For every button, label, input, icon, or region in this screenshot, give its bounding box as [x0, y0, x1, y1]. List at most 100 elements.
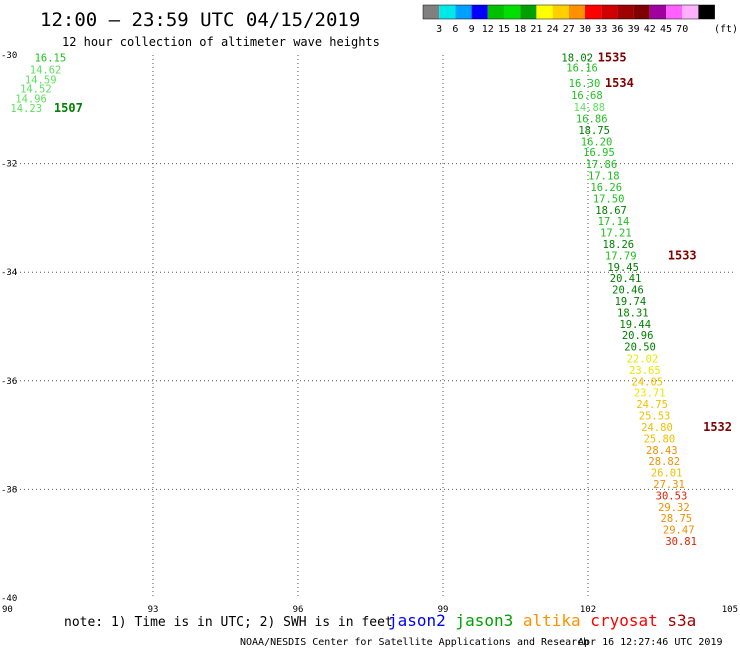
wave-height-value: 17.14 [598, 216, 630, 228]
colorbar-label: 24 [547, 24, 559, 35]
time-labels: 1507 1535 1534 1533 1532 [54, 51, 732, 434]
x-tick-label: 102 [580, 605, 596, 615]
wave-height-value: 17.21 [600, 228, 632, 240]
x-tick-label: 90 [2, 605, 13, 615]
wave-height-value: 20.41 [610, 273, 642, 285]
wave-height-value: 14.52 [20, 84, 52, 96]
x-tick-labels: 90 93 96 99 102 105 [2, 605, 738, 615]
wave-height-value: 16.26 [590, 182, 622, 194]
colorbar-label: 30 [579, 24, 591, 35]
wave-height-value: 24.05 [632, 376, 664, 388]
y-tick-label: -38 [1, 485, 17, 495]
colorbar-swatch [649, 5, 666, 19]
wave-height-value: 25.80 [644, 433, 676, 445]
colorbar-label: 12 [482, 24, 494, 35]
wave-height-value: 17.18 [588, 171, 620, 183]
colorbar-label: 70 [676, 24, 688, 35]
colorbar-label: 45 [660, 24, 672, 35]
wave-height-value: 24.75 [636, 399, 668, 411]
wave-height-value: 16.15 [35, 53, 67, 65]
y-tick-label: -40 [1, 594, 17, 604]
wave-height-value: 23.71 [634, 388, 666, 400]
wave-height-value: 28.75 [661, 513, 693, 525]
x-tick-label: 99 [438, 605, 449, 615]
pass-time-label: 1507 [54, 101, 83, 115]
grid [8, 55, 733, 598]
wave-height-value: 16.86 [576, 114, 608, 126]
wave-height-value: 18.02 [561, 53, 593, 65]
colorbar-swatch [666, 5, 683, 19]
satellite-jason3: jason3 [446, 611, 513, 630]
y-tick-label: -34 [1, 268, 17, 278]
pass-time-label: 1535 [598, 51, 627, 65]
wave-height-value: 20.46 [612, 285, 644, 297]
wave-height-value: 17.50 [593, 193, 625, 205]
wave-height-value: 16.68 [571, 90, 603, 102]
y-tick-label: -36 [1, 377, 17, 387]
chart-subtitle: 12 hour collection of altimeter wave hei… [62, 35, 380, 49]
wave-height-value: 29.32 [658, 502, 690, 514]
pass-time-label: 1532 [703, 420, 732, 434]
chart-title: 12:00 – 23:59 UTC 04/15/2019 [40, 9, 360, 31]
colorbar-swatch [504, 5, 521, 19]
wave-height-value: 14.62 [30, 65, 62, 77]
wave-height-value: 25.53 [639, 411, 671, 423]
wave-height-value: 18.31 [617, 307, 649, 319]
wave-height-value: 30.53 [656, 490, 688, 502]
satellite-altika: altika [513, 611, 580, 630]
colorbar-swatch [487, 5, 504, 19]
wave-height-value: 23.65 [629, 365, 661, 377]
footer-note: note: 1) Time is in UTC; 2) SWH is in fe… [64, 615, 393, 630]
wave-height-value: 29.47 [663, 525, 695, 537]
colorbar-label: 15 [498, 24, 510, 35]
colorbar-swatch [601, 5, 618, 19]
wave-height-value: 26.01 [651, 468, 683, 480]
wave-height-value: 16.20 [581, 136, 613, 148]
colorbar-label: 3 [436, 24, 442, 35]
wave-height-value: 19.44 [619, 319, 651, 331]
colorbar-unit: (ft) [714, 24, 738, 35]
wave-height-value: 30.81 [665, 536, 697, 548]
wave-height-value: 14.96 [15, 93, 47, 105]
wave-height-value: 19.45 [607, 262, 639, 274]
colorbar-outline [422, 4, 715, 20]
wave-height-value: 14.88 [574, 102, 606, 114]
colorbar-label: 42 [644, 24, 656, 35]
wave-height-value: 22.02 [627, 354, 659, 366]
colorbar-label: 36 [611, 24, 623, 35]
wave-height-value: 18.26 [603, 239, 635, 251]
colorbar-swatch [585, 5, 602, 19]
x-tick-label: 96 [293, 605, 304, 615]
x-tick-label: 93 [148, 605, 159, 615]
colorbar-swatch [536, 5, 553, 19]
wave-height-value: 14.23 [10, 103, 42, 115]
wave-height-value: 16.95 [583, 147, 615, 159]
colorbar-swatch [698, 5, 715, 19]
colorbar-label: 39 [628, 24, 640, 35]
satellite-cryosat: cryosat [581, 611, 658, 630]
colorbar-label: 27 [563, 24, 575, 35]
wave-height-value: 17.86 [586, 159, 618, 171]
colorbar-swatch [568, 5, 585, 19]
colorbar-label: 6 [452, 24, 458, 35]
footer-timestamp: Apr 16 12:27:46 UTC 2019 [578, 637, 723, 648]
colorbar-swatch [439, 5, 456, 19]
y-tick-label: -32 [1, 160, 17, 170]
wave-height-value: 19.74 [615, 296, 647, 308]
wave-height-value: 18.67 [595, 205, 627, 217]
colorbar-swatch [617, 5, 634, 19]
colorbar-swatch [471, 5, 488, 19]
wave-height-value: 14.59 [25, 74, 57, 86]
wave-height-value: 16.30 [569, 78, 601, 90]
wave-height-value: 16.16 [566, 62, 598, 74]
colorbar-label: 18 [514, 24, 526, 35]
x-tick-label: 105 [722, 605, 738, 615]
pass-time-label: 1533 [668, 248, 697, 262]
wave-height-value: 20.96 [622, 330, 654, 342]
colorbar-label: 21 [530, 24, 542, 35]
pass-time-label: 1534 [605, 76, 634, 90]
colorbar-swatch [520, 5, 537, 19]
wave-height-value: 28.43 [646, 445, 678, 457]
